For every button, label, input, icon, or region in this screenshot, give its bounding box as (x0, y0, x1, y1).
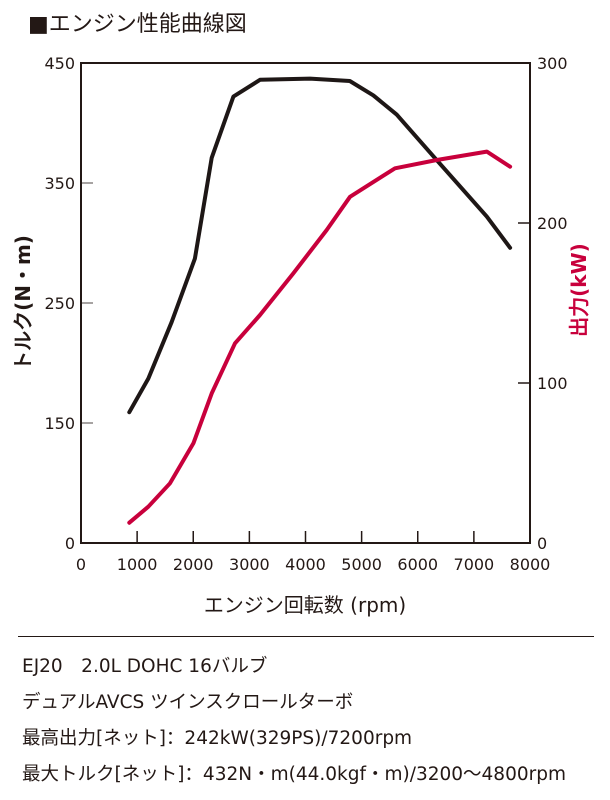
left-tick-label: 350 (44, 174, 75, 193)
left-tick-label: 450 (44, 54, 75, 73)
x-tick-label: 8000 (510, 555, 551, 574)
left-axis-label: トルク(N・m) (11, 235, 35, 371)
spec-max-torque: 最大トルク[ネット]：432N・m(44.0kgf・m)/3200〜4800rp… (22, 764, 566, 785)
x-tick-label: 6000 (397, 555, 438, 574)
x-tick-label: 7000 (454, 555, 495, 574)
x-tick-label: 5000 (341, 555, 382, 574)
left-tick-label: 0 (65, 534, 75, 553)
torque-curve (127, 76, 513, 415)
x-tick-label: 2000 (173, 555, 214, 574)
spec-engine: EJ20 2.0L DOHC 16バルブ (22, 656, 268, 677)
x-tick-label: 1000 (117, 555, 158, 574)
right-axis-label: 出力(kW) (567, 243, 591, 337)
left-tick-label: 250 (44, 294, 75, 313)
power-curve (127, 149, 513, 525)
right-tick-label: 300 (537, 54, 568, 73)
right-tick-label: 100 (537, 374, 568, 393)
x-axis-label: エンジン回転数 (rpm) (204, 593, 406, 617)
left-tick-label: 150 (44, 414, 75, 433)
x-tick-label: 4000 (285, 555, 326, 574)
x-tick-label: 0 (76, 555, 86, 574)
engine-performance-chart: 0 1000 2000 3000 4000 5000 6000 7000 80000150250… (11, 54, 591, 617)
plot-frame (80, 62, 531, 544)
right-tick-label: 0 (537, 534, 547, 553)
right-tick-label: 200 (537, 214, 568, 233)
chart-title: ■エンジン性能曲線図 (28, 12, 247, 37)
spec-turbo: デュアルAVCS ツインスクロールターボ (22, 692, 354, 713)
x-tick-label: 3000 (229, 555, 270, 574)
divider (18, 636, 594, 637)
spec-max-power: 最高出力[ネット]：242kW(329PS)/7200rpm (22, 728, 413, 749)
